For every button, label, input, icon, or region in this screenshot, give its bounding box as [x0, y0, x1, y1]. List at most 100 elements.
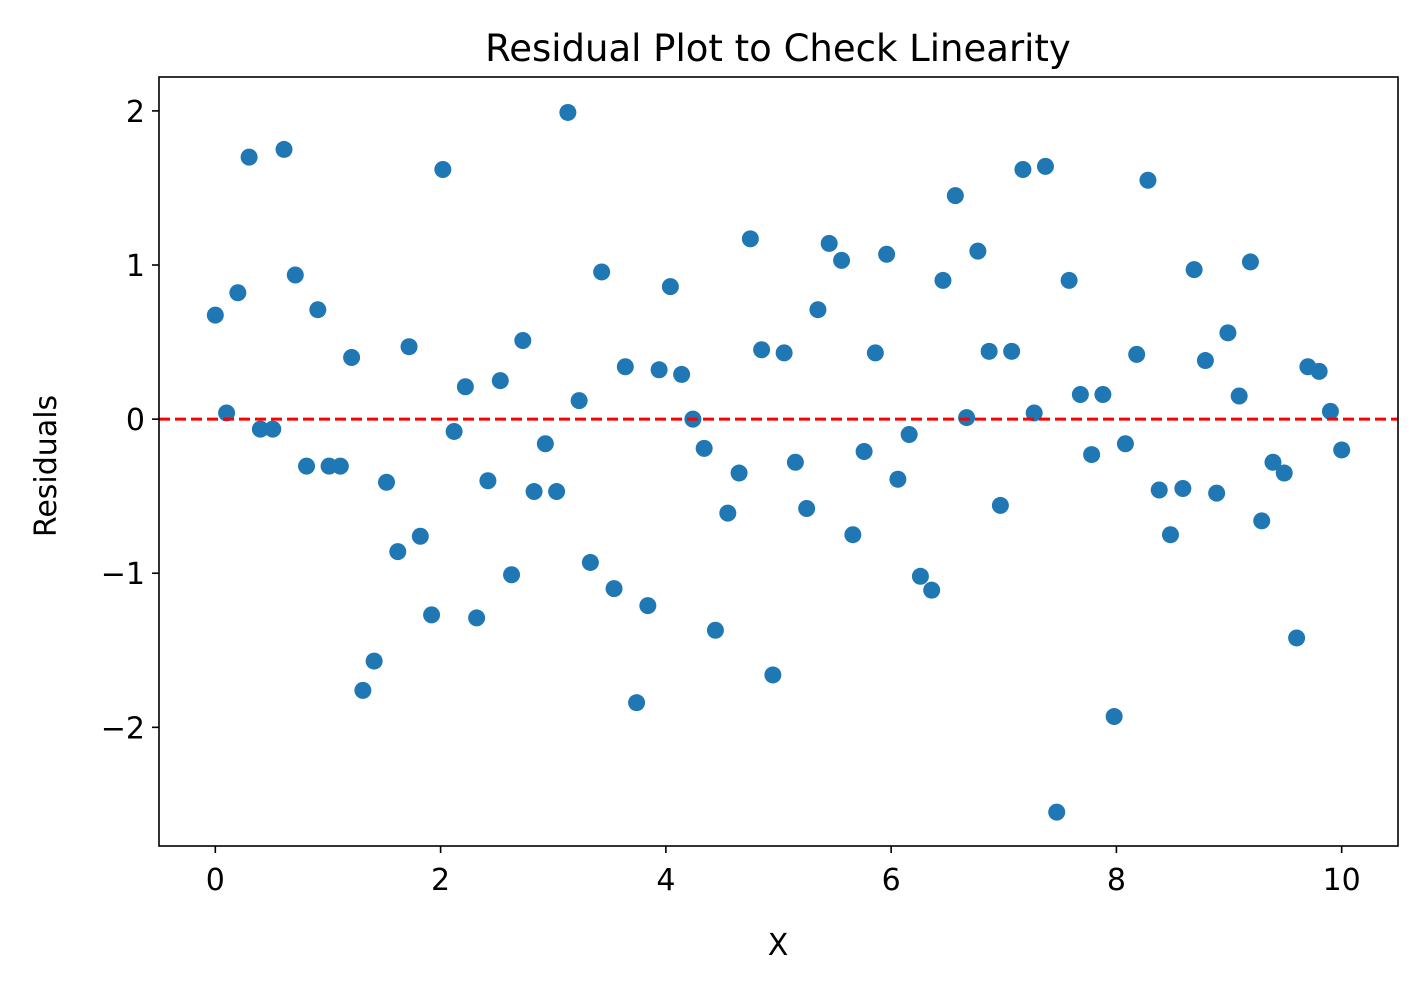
data-point — [673, 365, 691, 383]
data-point — [570, 392, 588, 410]
data-point — [786, 453, 804, 471]
data-point — [1139, 171, 1157, 189]
data-point — [1060, 271, 1078, 289]
x-tick-label: 2 — [431, 863, 450, 898]
data-point — [730, 464, 748, 482]
data-point — [275, 140, 293, 158]
data-point — [1116, 435, 1134, 453]
data-point — [559, 103, 577, 121]
data-point — [1003, 342, 1021, 360]
data-point — [218, 404, 236, 422]
data-point — [1161, 526, 1179, 544]
data-point — [958, 409, 976, 427]
data-point — [1185, 261, 1203, 279]
data-point — [1094, 385, 1112, 403]
data-point — [1288, 629, 1306, 647]
data-point — [1264, 453, 1282, 471]
data-point — [1128, 345, 1146, 363]
data-point — [400, 338, 418, 356]
data-point — [434, 160, 452, 178]
y-tick-label: −1 — [101, 557, 145, 592]
data-point — [365, 652, 383, 670]
data-point — [1071, 385, 1089, 403]
data-point — [991, 496, 1009, 514]
data-point — [741, 230, 759, 248]
data-point — [889, 470, 907, 488]
data-point — [1253, 512, 1271, 530]
y-tick-label: 2 — [126, 95, 145, 130]
data-point — [491, 372, 509, 390]
data-point — [764, 666, 782, 684]
data-point — [1083, 446, 1101, 464]
data-point — [1219, 324, 1237, 342]
x-axis-label: X — [768, 928, 789, 963]
data-point — [479, 472, 497, 490]
data-point — [923, 581, 941, 599]
data-point — [309, 301, 327, 319]
y-tick-label: −2 — [101, 711, 145, 746]
data-point — [1014, 160, 1032, 178]
data-point — [286, 266, 304, 284]
data-point — [969, 242, 987, 260]
data-point — [251, 420, 269, 438]
data-point — [1275, 464, 1293, 482]
data-point — [1036, 157, 1054, 175]
data-point — [503, 566, 521, 584]
data-point — [980, 342, 998, 360]
data-point — [866, 344, 884, 362]
data-point — [833, 251, 851, 269]
data-point — [878, 245, 896, 263]
data-point — [1321, 402, 1339, 420]
data-point — [605, 580, 623, 598]
data-point — [809, 301, 827, 319]
data-point — [1105, 708, 1123, 726]
data-point — [661, 278, 679, 296]
data-point — [229, 284, 247, 302]
data-point — [650, 361, 668, 379]
x-tick-label: 4 — [656, 863, 675, 898]
data-point — [946, 187, 964, 205]
plot-frame — [158, 76, 1399, 847]
data-point — [1208, 484, 1226, 502]
data-point — [445, 422, 463, 440]
data-point — [1150, 481, 1168, 499]
data-point — [468, 609, 486, 627]
data-point — [855, 442, 873, 460]
data-point — [639, 597, 657, 615]
data-point — [775, 344, 793, 362]
data-point — [628, 694, 646, 712]
x-tick-label: 10 — [1323, 863, 1361, 898]
data-point — [1230, 387, 1248, 405]
data-point — [378, 473, 396, 491]
data-point — [820, 234, 838, 252]
x-tick-label: 8 — [1107, 863, 1126, 898]
data-point — [514, 332, 532, 350]
data-point — [695, 439, 713, 457]
data-point — [900, 426, 918, 444]
data-point — [411, 527, 429, 545]
data-point — [240, 148, 258, 166]
data-point — [456, 378, 474, 396]
data-point — [423, 606, 441, 624]
data-point — [1025, 404, 1043, 422]
data-point — [1196, 352, 1214, 370]
data-point — [298, 457, 316, 475]
y-axis-label: Residuals — [29, 395, 64, 537]
data-point — [798, 500, 816, 518]
y-tick-label: 0 — [126, 403, 145, 438]
data-point — [934, 271, 952, 289]
data-point — [206, 306, 224, 324]
data-point — [1241, 253, 1259, 271]
data-point — [343, 348, 361, 366]
data-point — [593, 263, 611, 281]
x-tick-label: 6 — [882, 863, 901, 898]
data-point — [706, 621, 724, 639]
data-point — [264, 420, 282, 438]
data-point — [616, 358, 634, 376]
data-point — [331, 457, 349, 475]
data-point — [581, 553, 599, 571]
data-point — [911, 567, 929, 585]
y-tick-label: 1 — [126, 249, 145, 284]
data-point — [1174, 479, 1192, 497]
